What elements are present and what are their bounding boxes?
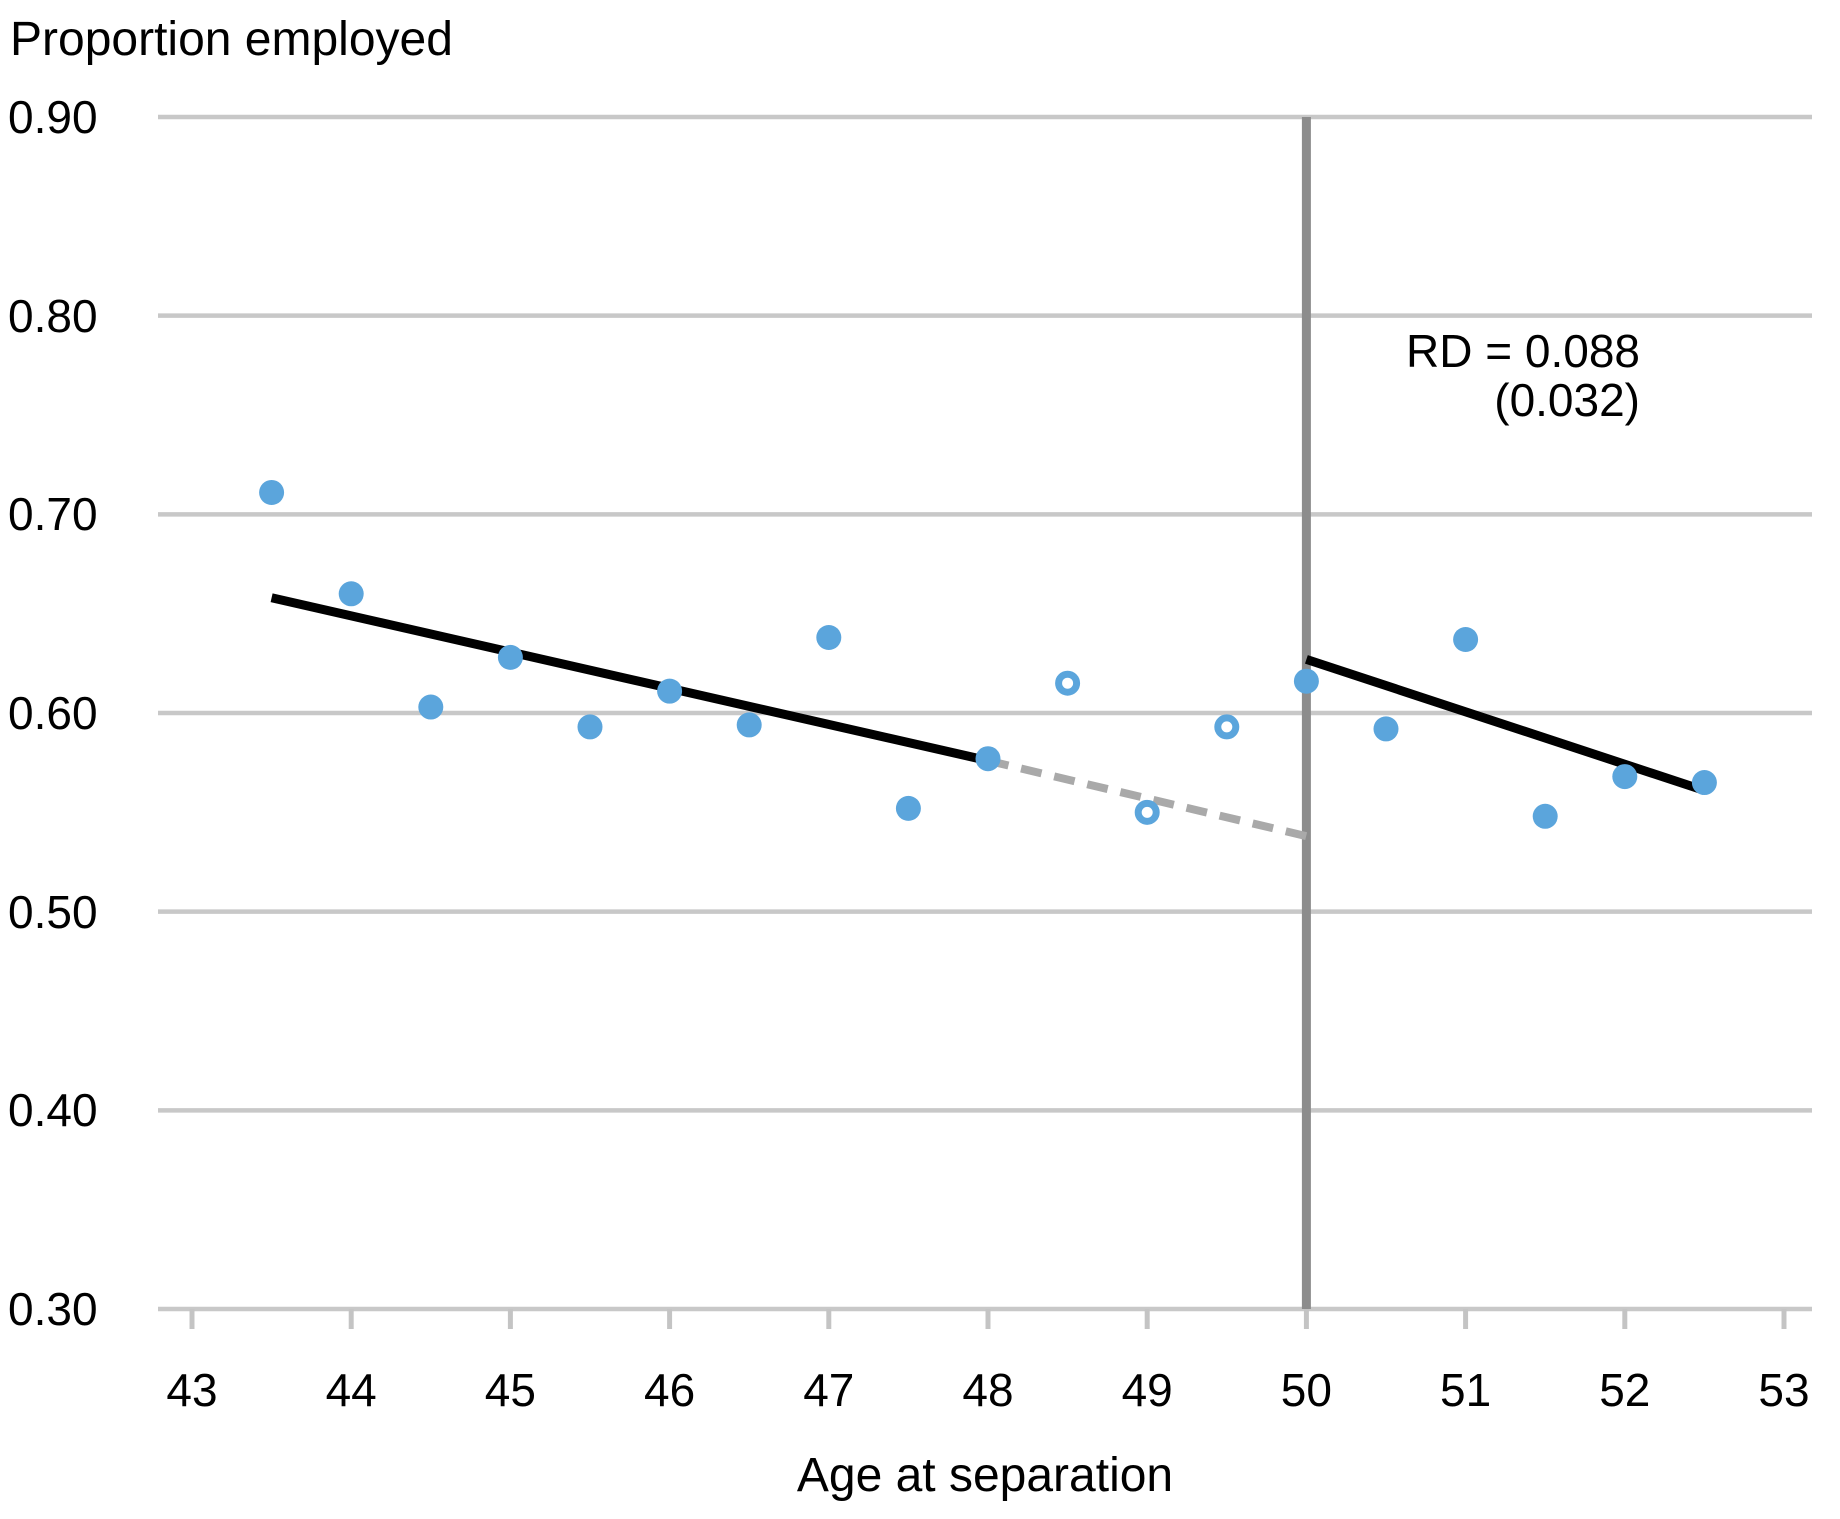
data-point-filled (736, 712, 762, 738)
data-point-filled (418, 694, 444, 720)
rd-annotation-estimate: RD = 0.088 (1406, 325, 1640, 377)
x-axis-tick-label: 43 (166, 1364, 218, 1416)
x-axis-tick-label: 51 (1440, 1364, 1492, 1416)
y-axis-tick-label: 0.80 (8, 289, 98, 342)
x-axis-tick-label: 48 (962, 1364, 1014, 1416)
right-fit-line (1304, 655, 1706, 795)
extrapolation-dashed-line (987, 756, 1308, 841)
data-point-filled (816, 625, 842, 651)
data-point-filled (259, 479, 285, 505)
data-point-filled (577, 714, 603, 740)
x-axis-tick-label: 45 (484, 1364, 536, 1416)
y-axis-tick-label: 0.50 (8, 885, 98, 938)
data-point-open (1134, 799, 1160, 825)
x-axis-tick-label: 47 (803, 1364, 855, 1416)
data-point-filled (1532, 803, 1558, 829)
data-point-filled (1612, 764, 1638, 790)
y-axis-tick-label: 0.60 (8, 687, 98, 739)
rd-annotation: RD = 0.088 (0.032) (1406, 327, 1640, 425)
x-axis-tick-label: 53 (1758, 1364, 1810, 1416)
x-axis-tick-label: 52 (1599, 1364, 1651, 1416)
data-point-filled (1453, 626, 1479, 652)
x-axis-tick-label: 44 (325, 1364, 377, 1416)
x-axis-tick-label: 49 (1121, 1364, 1173, 1416)
x-axis-tick-label: 46 (644, 1364, 696, 1416)
left-fit-line (270, 593, 989, 766)
data-point-filled (497, 644, 523, 670)
data-point-filled (338, 581, 364, 607)
data-point-filled (1691, 770, 1717, 796)
x-axis-tick-label: 50 (1280, 1364, 1332, 1416)
data-point-filled (975, 746, 1001, 772)
x-axis-label: Age at separation (796, 1449, 1174, 1502)
data-point-filled (1293, 668, 1319, 694)
y-axis-tick-label: 0.40 (8, 1084, 98, 1137)
data-point-filled (1373, 716, 1399, 742)
rd-annotation-stderr: (0.032) (1494, 374, 1640, 426)
y-axis-title: Proportion employed (10, 13, 453, 66)
y-axis-tick-label: 0.70 (8, 488, 98, 541)
data-point-filled (895, 795, 921, 821)
data-point-open (1055, 670, 1081, 696)
data-point-filled (657, 678, 683, 704)
y-axis-tick-label: 0.30 (8, 1283, 98, 1335)
y-axis-tick-label: 0.90 (8, 91, 98, 143)
data-point-open (1214, 714, 1240, 740)
